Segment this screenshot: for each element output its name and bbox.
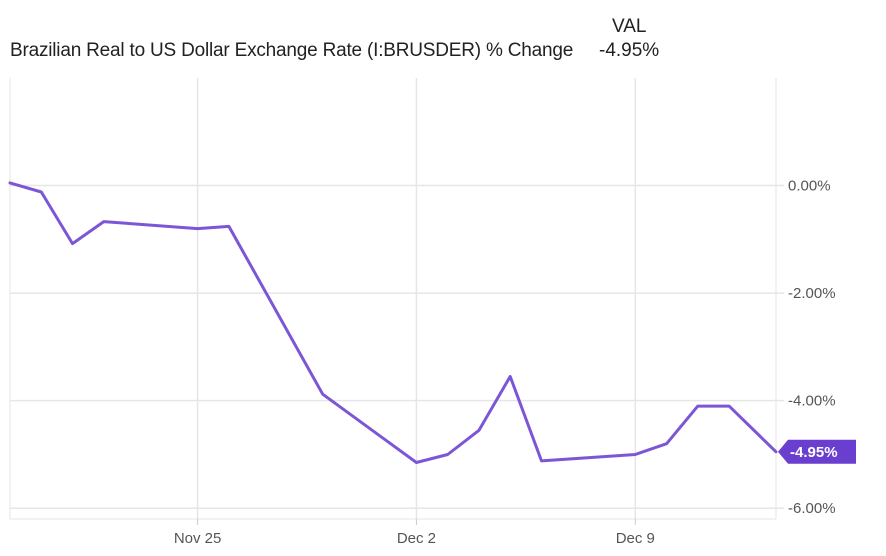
legend-series-value: -4.95%: [599, 40, 660, 61]
label-layer: -4.95%: [778, 439, 856, 464]
series-layer: [8, 181, 778, 464]
series-line: [8, 181, 778, 464]
x-tick-label: Nov 25: [174, 530, 222, 547]
legend-series-heading: VAL: [612, 16, 647, 37]
end-value-tag: [778, 439, 856, 464]
grid-layer: [9, 78, 784, 520]
y-tick-label: -4.00%: [788, 393, 836, 410]
y-tick-label: -2.00%: [788, 285, 836, 302]
chart-title: Brazilian Real to US Dollar Exchange Rat…: [10, 40, 574, 61]
x-tick-label: Dec 2: [397, 530, 436, 547]
chart-header: VAL Brazilian Real to US Dollar Exchange…: [0, 0, 886, 70]
y-tick-label: -6.00%: [788, 500, 836, 517]
end-value-label: -4.95%: [790, 444, 838, 461]
x-tick-label: Dec 9: [616, 530, 655, 547]
y-tick-label: 0.00%: [788, 178, 831, 195]
axis-layer: 0.00% -2.00% -4.00% -6.00% Nov 25 Dec 2 Dec 9: [174, 178, 836, 547]
